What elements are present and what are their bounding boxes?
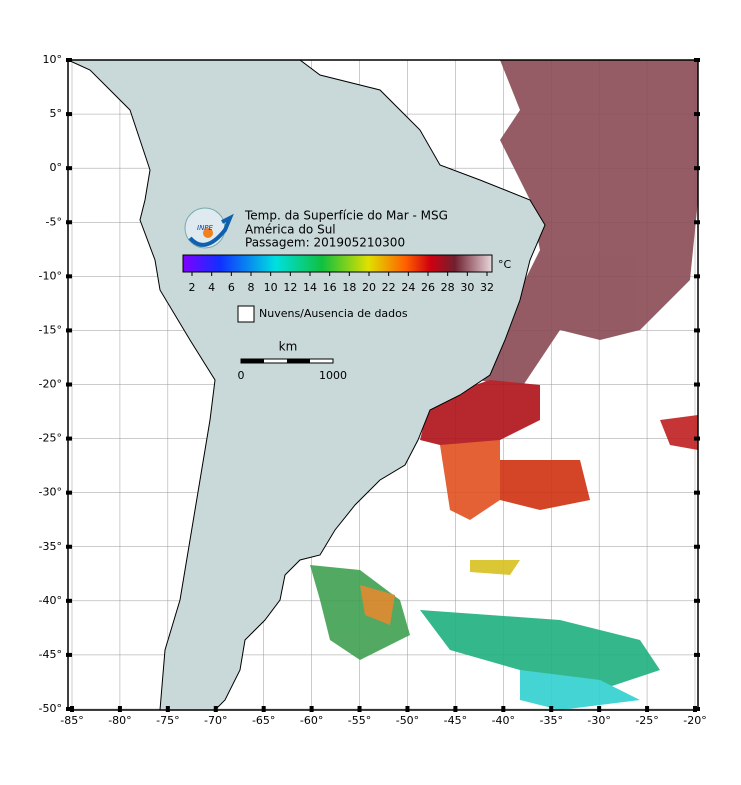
frame-tick [66, 652, 72, 657]
colorbar-label: 22 [382, 281, 396, 294]
axis-labels: -85° -80° -75° -70° -65° -60° -55° -50° -45° -40°… [39, 53, 707, 727]
scale-unit: km [279, 340, 298, 354]
frame-tick [66, 598, 72, 603]
lon-label: -45° [444, 714, 467, 727]
scale-end: 1000 [319, 369, 347, 382]
region: América do Sul [245, 223, 336, 237]
colorbar-ticks: 2 4 6 8 10 12 14 16 18 20 22 24 26 28 30 32 [189, 272, 494, 294]
frame-tick [66, 436, 72, 441]
frame-tick [66, 328, 72, 333]
frame-tick [694, 382, 700, 387]
lon-label: -65° [252, 714, 275, 727]
frame-tick [66, 220, 72, 225]
lat-label: 10° [43, 53, 63, 66]
frame-tick [453, 706, 458, 712]
lat-label: 0° [50, 161, 63, 174]
lat-label: -20° [39, 378, 62, 391]
colorbar-label: 32 [480, 281, 494, 294]
lat-label: 5° [50, 107, 63, 120]
lat-label: -50° [39, 702, 62, 715]
colorbar-unit: °C [498, 258, 512, 271]
colorbar-label: 20 [362, 281, 376, 294]
lon-label: -50° [396, 714, 419, 727]
frame-tick [694, 707, 700, 711]
cloud-swatch [237, 305, 255, 323]
scale-start: 0 [238, 369, 245, 382]
colorbar-label: 12 [283, 281, 297, 294]
cloud-legend: Nuvens/Ausencia de dados [259, 307, 408, 320]
frame-tick [645, 706, 650, 712]
colorbar-label: 8 [248, 281, 255, 294]
frame-tick [694, 220, 700, 225]
frame-tick [66, 490, 72, 495]
lat-label: -35° [39, 540, 62, 553]
title: Temp. da Superfície do Mar - MSG [244, 209, 448, 223]
frame-tick [117, 706, 122, 712]
lat-label: -5° [46, 215, 62, 228]
lon-label: -25° [635, 714, 658, 727]
sst-patches [310, 60, 698, 710]
frame-tick [261, 706, 266, 712]
frame-tick [309, 706, 314, 712]
scale-bar [240, 358, 334, 364]
lon-label: -30° [587, 714, 610, 727]
frame-tick [357, 706, 362, 712]
frame-tick [694, 166, 700, 171]
frame-tick [66, 166, 72, 171]
frame-tick [694, 328, 700, 333]
frame-tick [694, 544, 700, 549]
frame-tick [66, 274, 72, 279]
frame-tick [694, 436, 700, 441]
lon-label: -75° [156, 714, 179, 727]
colorbar-label: 14 [303, 281, 317, 294]
frame-tick [66, 382, 72, 387]
frame-tick [694, 490, 700, 495]
frame-tick [66, 707, 72, 711]
lat-label: -45° [39, 648, 62, 661]
lat-label: -25° [39, 432, 62, 445]
frame-tick [501, 706, 506, 712]
frame-tick [213, 706, 218, 712]
lon-label: -20° [683, 714, 706, 727]
logo: INPE [184, 207, 234, 249]
colorbar [182, 254, 493, 273]
colorbar-label: 24 [401, 281, 415, 294]
logo-text: INPE [197, 224, 214, 232]
lon-label: -85° [60, 714, 83, 727]
colorbar-label: 26 [421, 281, 435, 294]
colorbar-label: 4 [208, 281, 215, 294]
lat-label: -40° [39, 594, 62, 607]
frame-tick [694, 58, 700, 62]
lon-label: -40° [492, 714, 515, 727]
frame-tick [597, 706, 602, 712]
colorbar-label: 10 [264, 281, 278, 294]
colorbar-label: 30 [460, 281, 474, 294]
lon-label: -60° [300, 714, 323, 727]
colorbar-label: 18 [342, 281, 356, 294]
frame-tick [694, 274, 700, 279]
colorbar-label: 16 [323, 281, 337, 294]
frame-tick [405, 706, 410, 712]
lat-label: -30° [39, 486, 62, 499]
colorbar-label: 2 [189, 281, 196, 294]
frame-tick [694, 598, 700, 603]
colorbar-label: 6 [228, 281, 235, 294]
lon-label: -35° [539, 714, 562, 727]
lat-label: -15° [39, 323, 62, 336]
frame-tick [165, 706, 170, 712]
frame-tick [694, 652, 700, 657]
frame-tick [66, 544, 72, 549]
lat-label: -10° [39, 269, 62, 282]
lon-label: -80° [108, 714, 131, 727]
frame-tick [66, 58, 72, 62]
pass: Passagem: 201905210300 [245, 236, 405, 250]
frame-tick [549, 706, 554, 712]
lon-label: -70° [204, 714, 227, 727]
frame-tick [694, 112, 700, 117]
colorbar-label: 28 [441, 281, 455, 294]
frame-tick [66, 112, 72, 117]
lon-label: -55° [348, 714, 371, 727]
